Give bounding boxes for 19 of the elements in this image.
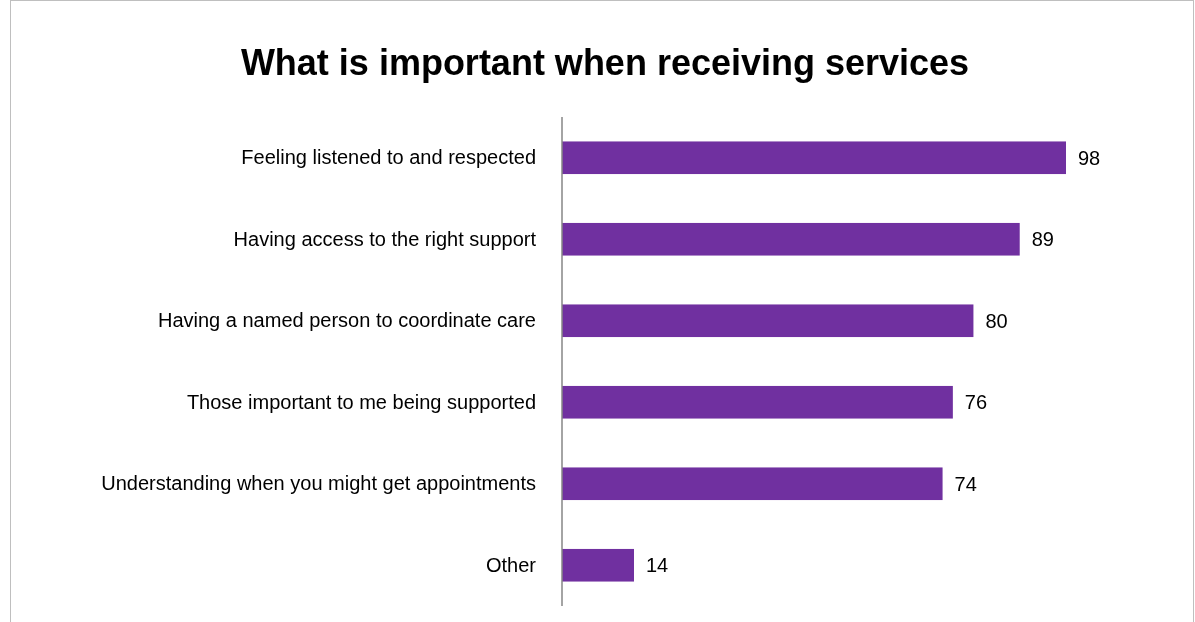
y-tick-label: Other: [485, 553, 537, 576]
chart-title: What is important when receiving services: [240, 42, 970, 83]
bar: [562, 222, 1020, 256]
data-label: 14: [646, 554, 669, 577]
data-label: 80: [985, 309, 1008, 332]
y-tick-label: Feeling listened to and respected: [241, 146, 536, 169]
bar: [562, 467, 943, 501]
data-label: 89: [1031, 228, 1054, 251]
data-label: 76: [964, 391, 988, 414]
data-label: 98: [1078, 146, 1101, 169]
y-tick-label: Having a named person to coordinate care: [157, 309, 536, 332]
data-label: 74: [954, 472, 977, 495]
bar: [562, 548, 634, 582]
y-tick-label: Those important to me being supported: [186, 390, 536, 413]
bar: [562, 304, 974, 338]
y-tick-label: Understanding when you might get appointments: [101, 472, 536, 495]
bar: [562, 385, 953, 419]
y-tick-label: Having access to the right support: [233, 227, 537, 250]
bar: [562, 141, 1066, 175]
